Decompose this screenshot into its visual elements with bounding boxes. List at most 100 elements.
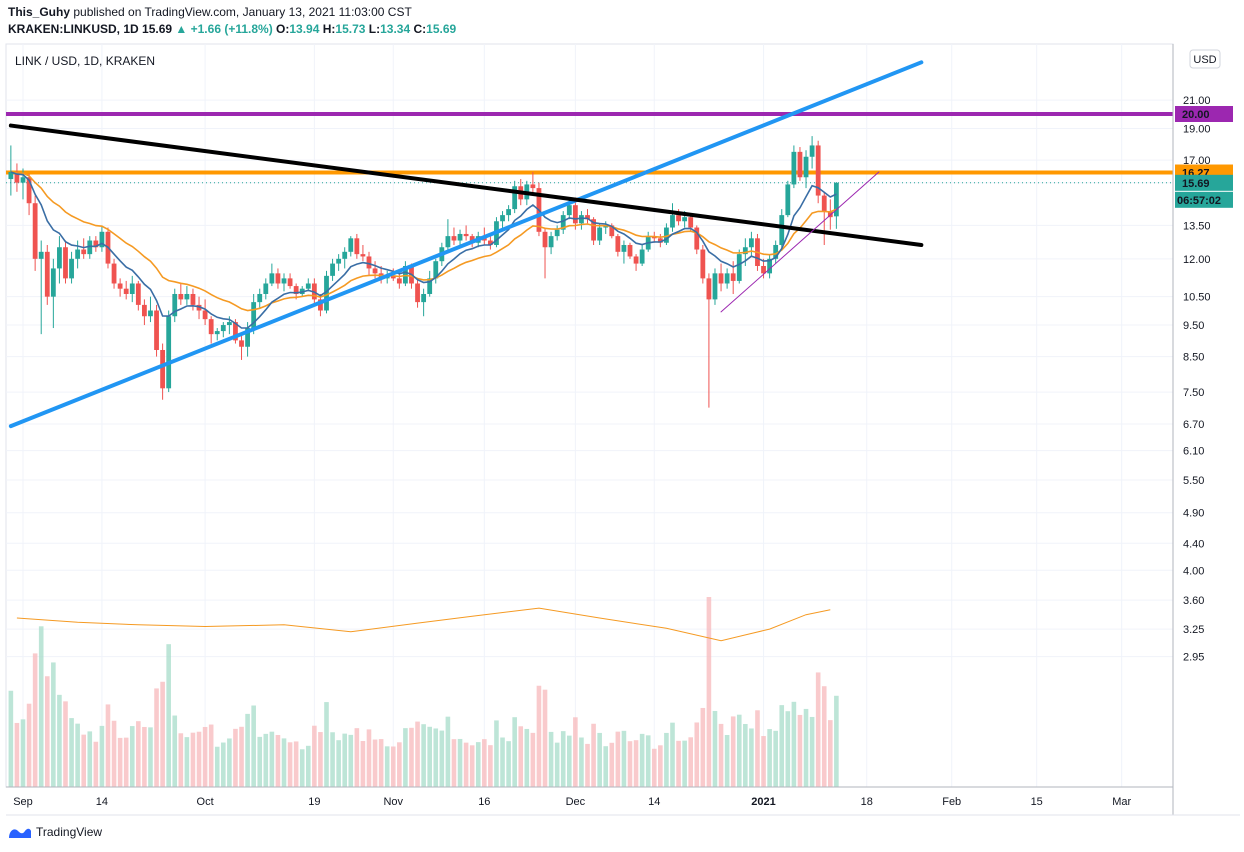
volume-bar bbox=[51, 662, 56, 787]
candle bbox=[50, 258, 56, 329]
candle bbox=[421, 288, 427, 317]
candle bbox=[348, 236, 354, 257]
brand-text: TradingView bbox=[36, 825, 103, 839]
chart-legend: LINK / USD, 1D, KRAKEN bbox=[15, 54, 155, 68]
tradingview-brand[interactable]: TradingView bbox=[8, 825, 102, 839]
quote-close: 15.69 bbox=[426, 22, 457, 36]
candle bbox=[111, 258, 117, 289]
candle-body bbox=[512, 186, 518, 210]
volume-bar bbox=[670, 722, 675, 787]
candle-body bbox=[821, 195, 827, 212]
candle bbox=[69, 251, 74, 284]
price-tick-label: 10.50 bbox=[1183, 292, 1211, 304]
volume-bar bbox=[658, 745, 663, 787]
trendlines[interactable] bbox=[8, 60, 924, 429]
time-tick-label: 16 bbox=[478, 796, 490, 808]
price-tick-label: 4.40 bbox=[1183, 538, 1204, 550]
chart-frame bbox=[5, 43, 1174, 788]
volume-ma-line bbox=[16, 607, 831, 642]
candle bbox=[597, 223, 603, 245]
volume-bar bbox=[245, 713, 250, 787]
candle-body bbox=[354, 238, 360, 255]
volume-bar bbox=[530, 732, 536, 787]
candle-body bbox=[761, 265, 766, 274]
candle-body bbox=[815, 145, 821, 196]
countdown-tag bbox=[1175, 191, 1233, 208]
volume-bar bbox=[8, 690, 14, 787]
volume-bar bbox=[694, 722, 700, 787]
volume-bar bbox=[287, 742, 293, 787]
volume-bar bbox=[785, 711, 791, 787]
candle bbox=[63, 240, 68, 284]
volume-bar bbox=[372, 739, 378, 787]
candle bbox=[700, 244, 706, 284]
candle-body bbox=[44, 251, 50, 297]
candle bbox=[287, 273, 293, 289]
candle bbox=[305, 278, 311, 292]
volume-bar bbox=[221, 742, 226, 787]
candle bbox=[664, 223, 669, 245]
candle bbox=[239, 334, 244, 360]
time-axis[interactable]: Sep 14 Oct 19 Nov 16 Dec 14 2021 18 Feb 15 Mar bbox=[13, 796, 1131, 808]
publisher-user[interactable]: This_Guhy bbox=[8, 5, 71, 19]
candle bbox=[123, 280, 129, 300]
candle-body bbox=[220, 325, 226, 332]
volume-bar bbox=[597, 732, 602, 787]
volume-bar bbox=[779, 705, 785, 787]
quote-last: 15.69 bbox=[142, 22, 173, 36]
candle-body bbox=[50, 268, 56, 297]
candle-body bbox=[318, 299, 323, 311]
candle-body bbox=[123, 288, 129, 294]
candle-body bbox=[718, 273, 724, 284]
volume-bar bbox=[233, 728, 238, 787]
candle-body bbox=[330, 263, 335, 276]
quote-low-label: L: bbox=[368, 22, 381, 36]
candle-body bbox=[736, 254, 742, 281]
volume-bar bbox=[123, 737, 129, 787]
volume-bar bbox=[609, 742, 615, 787]
currency-badge[interactable] bbox=[1189, 49, 1221, 69]
candle-body bbox=[548, 236, 554, 248]
candle bbox=[506, 205, 511, 222]
candle bbox=[208, 316, 214, 344]
volume-bar bbox=[797, 714, 803, 787]
quote-symbol: KRAKEN:LINKUSD, 1D bbox=[8, 22, 139, 36]
candle bbox=[791, 145, 797, 189]
candle-body bbox=[779, 215, 785, 245]
candle-body bbox=[233, 322, 238, 341]
candle bbox=[761, 258, 766, 279]
candle-body bbox=[797, 151, 803, 178]
up-arrow-icon: ▲ bbox=[175, 22, 188, 36]
candle bbox=[257, 288, 263, 308]
volume-bar bbox=[44, 676, 50, 787]
candle bbox=[785, 180, 791, 218]
countdown-text: 06:57:02 bbox=[1177, 195, 1221, 207]
price-label-tag bbox=[1175, 174, 1233, 191]
volume-bar bbox=[627, 741, 633, 787]
volume-bar bbox=[26, 703, 32, 787]
volume-bar bbox=[257, 736, 263, 787]
volume-bar bbox=[834, 695, 839, 787]
volume-bar bbox=[743, 723, 748, 787]
candle-body bbox=[603, 225, 609, 228]
time-tick-label: Oct bbox=[197, 796, 214, 808]
volume-bar bbox=[111, 720, 117, 787]
candle-body bbox=[160, 349, 166, 389]
candle bbox=[487, 236, 493, 250]
price-axis[interactable]: 21.00 19.00 17.00 15.69 13.50 12.00 10.50 9.50 8… bbox=[1175, 95, 1233, 664]
candle-body bbox=[129, 283, 135, 294]
currency-label: USD bbox=[1193, 54, 1216, 66]
candle-body bbox=[8, 171, 14, 180]
candle-body bbox=[281, 278, 287, 284]
candle bbox=[615, 233, 621, 257]
volume-bar bbox=[463, 742, 469, 787]
candle-body bbox=[111, 263, 117, 284]
candle bbox=[579, 211, 584, 230]
candle bbox=[81, 238, 87, 259]
candle-body bbox=[196, 304, 202, 311]
candle-body bbox=[245, 328, 250, 347]
volume-bar bbox=[160, 681, 165, 787]
time-tick-label: Nov bbox=[383, 796, 403, 808]
volume-bar bbox=[93, 741, 99, 787]
